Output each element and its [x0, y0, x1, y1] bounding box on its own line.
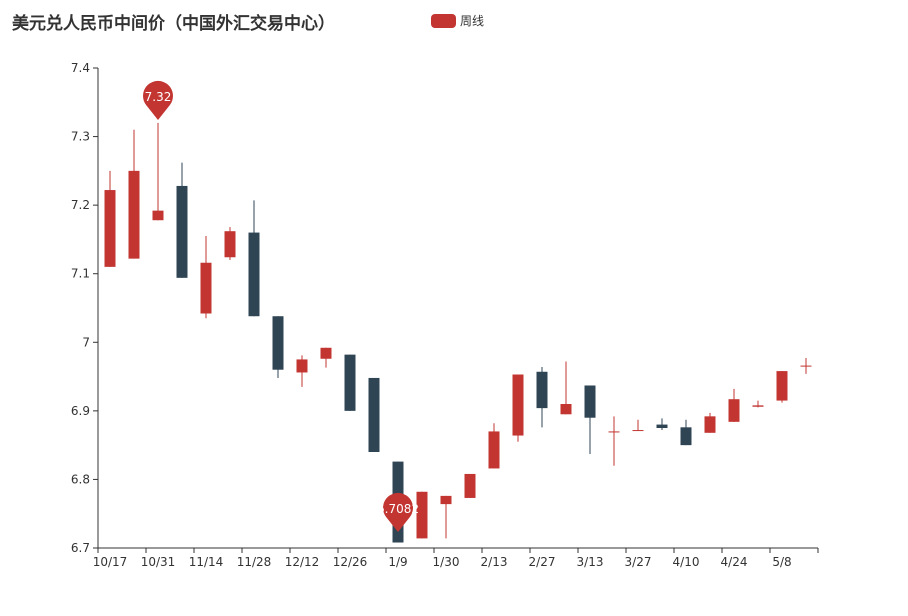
candle-body — [464, 473, 476, 498]
y-tick-label: 7 — [82, 335, 90, 349]
candle-body — [272, 316, 284, 370]
candle-body — [320, 347, 332, 359]
marker-label: 7.32 — [145, 90, 172, 104]
y-tick-label: 6.8 — [71, 472, 90, 486]
candle-body — [584, 385, 596, 418]
x-tick-label: 4/10 — [673, 555, 700, 569]
candle-body — [224, 231, 236, 258]
marker-pin-shape — [143, 80, 174, 120]
y-tick-label: 7.2 — [71, 198, 90, 212]
x-tick-label: 12/26 — [333, 555, 368, 569]
candle-body — [344, 354, 356, 411]
x-tick-label: 10/31 — [141, 555, 176, 569]
candle-body — [248, 232, 260, 317]
candle-body — [776, 371, 788, 401]
candle-body — [176, 185, 188, 278]
x-tick-label: 2/13 — [481, 555, 508, 569]
y-tick-label: 6.9 — [71, 404, 90, 418]
candle-body — [128, 170, 140, 259]
marker-label: 6.7082 — [377, 502, 419, 516]
y-tick-label: 7.1 — [71, 267, 90, 281]
x-tick-label: 1/30 — [433, 555, 460, 569]
marker-pin: 7.32 — [143, 80, 174, 120]
chart-title: 美元兑人民币中间价（中国外汇交易中心） — [12, 14, 335, 34]
candle-body — [656, 424, 668, 428]
candle-body — [296, 359, 308, 373]
legend-swatch — [431, 13, 456, 28]
candles — [104, 122, 812, 543]
y-tick-label: 7.3 — [71, 130, 90, 144]
markers: 7.32 6.7082 — [143, 80, 419, 532]
candle-body — [728, 399, 740, 422]
x-tick-label: 3/13 — [577, 555, 604, 569]
candle-body — [680, 427, 692, 446]
x-tick-label: 11/28 — [237, 555, 272, 569]
x-tick-label: 4/24 — [721, 555, 748, 569]
x-tick-label: 11/14 — [189, 555, 224, 569]
x-tick-label: 5/8 — [772, 555, 791, 569]
x-tick-label: 3/27 — [625, 555, 652, 569]
marker-pin-shape — [383, 492, 414, 532]
candle-body — [632, 430, 644, 432]
candle-body — [416, 491, 428, 539]
candle-body — [368, 377, 380, 452]
candle-body — [536, 371, 548, 409]
candle-body — [752, 405, 764, 407]
candle-body — [704, 416, 716, 433]
y-tick-label: 7.4 — [71, 61, 90, 75]
x-tick-label: 10/17 — [93, 555, 128, 569]
legend-label: 周线 — [460, 14, 485, 28]
axes: 6.7 6.8 6.9 7 7.1 7.2 7.3 7.4 10/17 10/31 11/14 11/… — [71, 61, 819, 569]
candle-body — [104, 190, 116, 267]
candle-body — [608, 431, 620, 433]
y-tick-label: 6.7 — [71, 541, 90, 555]
candle-body — [152, 210, 164, 221]
x-tick-label: 1/9 — [388, 555, 407, 569]
candle-body — [800, 365, 812, 367]
candle-body — [200, 262, 212, 314]
candle-body — [512, 374, 524, 436]
x-tick-label: 12/12 — [285, 555, 320, 569]
candle-body — [560, 404, 572, 415]
candle-body — [440, 495, 452, 505]
marker-pin: 6.7082 — [377, 492, 419, 532]
x-tick-label: 2/27 — [529, 555, 556, 569]
candle-body — [488, 431, 500, 469]
legend[interactable]: 周线 — [431, 12, 484, 29]
